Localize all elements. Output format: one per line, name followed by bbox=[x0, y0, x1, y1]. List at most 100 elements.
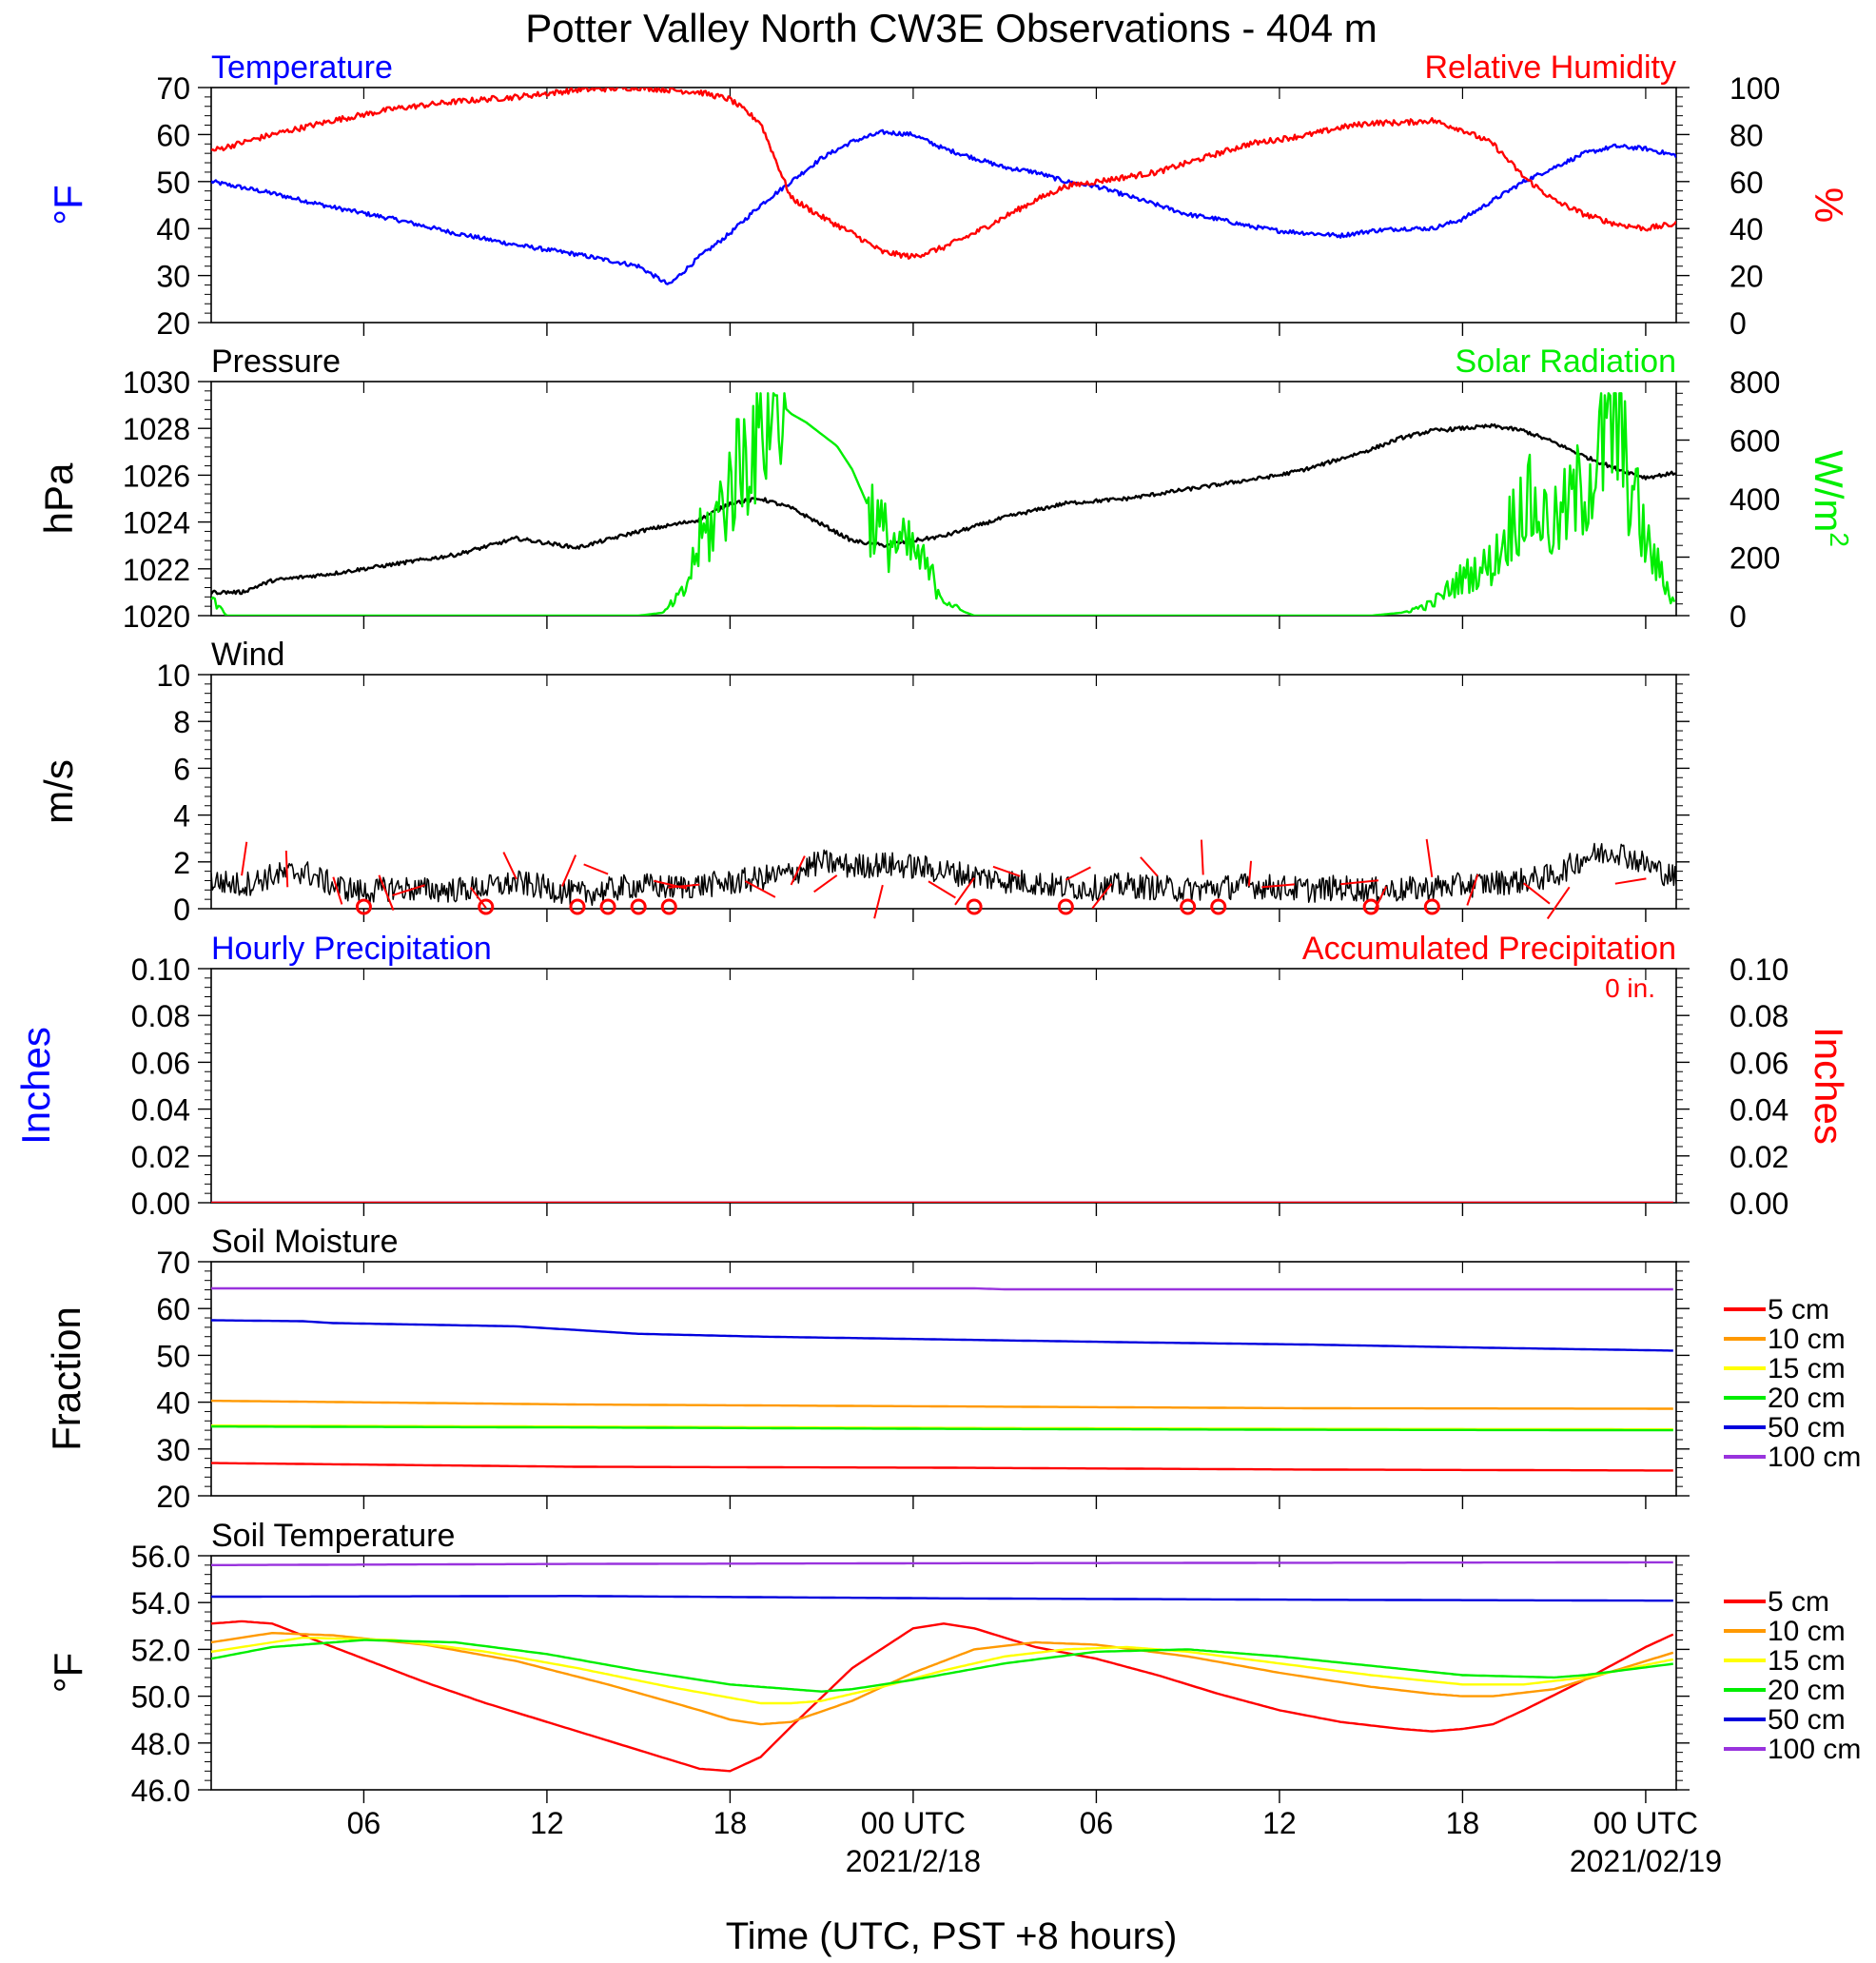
y-tick-label-right: 40 bbox=[1729, 212, 1764, 246]
y-tick-label-left: 50 bbox=[156, 166, 190, 200]
legend-label: 5 cm bbox=[1768, 1586, 1829, 1618]
y-tick-label-left: 0.08 bbox=[131, 999, 190, 1033]
y-tick-label-left: 60 bbox=[156, 118, 190, 152]
calm-wind-marker bbox=[569, 898, 586, 915]
series-line-temperature bbox=[211, 128, 1676, 285]
calm-wind-marker bbox=[478, 898, 495, 915]
y-axis-label-left: hPa bbox=[36, 462, 81, 534]
panel-wind: 0 2 4 6 8 10 Wind m/s bbox=[36, 637, 1690, 927]
wind-barbs-group bbox=[241, 838, 1647, 920]
y-tick-label-left: 1022 bbox=[123, 553, 190, 587]
y-tick-label-left: 20 bbox=[156, 1480, 190, 1514]
legend-label: 100 cm bbox=[1768, 1442, 1861, 1473]
wind-barb bbox=[1522, 882, 1551, 905]
y-axis-label-right: W/m2 bbox=[1807, 450, 1854, 547]
y-tick-label-right: 0.10 bbox=[1729, 952, 1788, 987]
series-line-10-cm bbox=[211, 1399, 1673, 1410]
y-tick-label-left: 70 bbox=[156, 1246, 190, 1280]
series-line-100-cm bbox=[211, 1286, 1673, 1291]
y-tick-label-left: 2 bbox=[173, 846, 190, 880]
y-tick-label-left: 0.04 bbox=[131, 1093, 190, 1128]
y-axis-label-right-superscript: 2 bbox=[1825, 532, 1854, 547]
series-group bbox=[211, 392, 1676, 616]
y-tick-label-left: 46.0 bbox=[131, 1774, 190, 1808]
y-axis-label-left: Fraction bbox=[44, 1306, 88, 1451]
y-tick-label-left: 40 bbox=[156, 1386, 190, 1421]
y-tick-label-right: 0.04 bbox=[1729, 1093, 1788, 1128]
wind-barb bbox=[1339, 879, 1378, 886]
panel-annotation: 0 in. bbox=[1605, 973, 1655, 1003]
wind-barb bbox=[502, 852, 518, 880]
legend-label: 20 cm bbox=[1768, 1675, 1846, 1706]
series-group bbox=[211, 1286, 1673, 1472]
y-tick-label-left: 4 bbox=[173, 799, 190, 834]
series-line-20-cm bbox=[211, 1424, 1673, 1432]
y-tick-label-left: 1030 bbox=[123, 365, 190, 400]
y-axis-label-left: Inches bbox=[13, 1027, 58, 1145]
panel-title-left: Pressure bbox=[211, 344, 341, 380]
y-tick-label-left: 0.10 bbox=[131, 952, 190, 987]
figure-title: Potter Valley North CW3E Observations - … bbox=[525, 6, 1378, 50]
panel-title-left: Soil Temperature bbox=[211, 1518, 455, 1554]
wind-barb bbox=[992, 865, 1021, 877]
wind-barb bbox=[1373, 886, 1388, 911]
y-tick-label-left: 1020 bbox=[123, 599, 190, 634]
y-axis-label-right: % bbox=[1807, 187, 1851, 223]
wind-barb bbox=[1425, 838, 1434, 877]
wind-barb bbox=[284, 850, 289, 888]
series-line-5-cm bbox=[211, 1462, 1673, 1472]
panel-soil_moisture: 20 30 40 50 60 70 Soil Moisture Fraction 5 cm10 … bbox=[44, 1224, 1861, 1514]
series-line-pressure bbox=[211, 422, 1676, 596]
wind-barb bbox=[241, 841, 248, 876]
y-tick-label-right: 400 bbox=[1729, 482, 1780, 517]
y-tick-label-left: 1026 bbox=[123, 459, 190, 493]
y-tick-label-right: 20 bbox=[1729, 260, 1764, 294]
wind-barb bbox=[1065, 866, 1091, 881]
series-group bbox=[211, 842, 1676, 907]
calm-wind-marker bbox=[1362, 898, 1379, 915]
wind-barb bbox=[928, 880, 956, 899]
calm-wind-marker bbox=[966, 898, 983, 915]
y-tick-label-right: 60 bbox=[1729, 166, 1764, 200]
series-group bbox=[211, 88, 1676, 285]
y-tick-label-right: 0 bbox=[1729, 306, 1747, 341]
wind-barb bbox=[1466, 874, 1479, 906]
wind-barb bbox=[1614, 877, 1647, 885]
panel-title-left: Soil Moisture bbox=[211, 1224, 399, 1260]
panel-title-right: Accumulated Precipitation bbox=[1302, 931, 1676, 967]
x-tick-date-label: 2021/2/18 bbox=[846, 1844, 981, 1878]
panel-pressure_solar: 1020 1022 1024 1026 1028 1030 0 200 400 600 800 Pre… bbox=[36, 344, 1854, 634]
panel-title-right: Solar Radiation bbox=[1456, 344, 1676, 380]
panel-title-left: Temperature bbox=[211, 49, 393, 86]
y-tick-label-left: 0.00 bbox=[131, 1187, 190, 1221]
calm-wind-marker bbox=[630, 898, 647, 915]
wind-barb bbox=[744, 880, 776, 898]
x-tick-label: 18 bbox=[1446, 1806, 1480, 1840]
legend-label: 50 cm bbox=[1768, 1412, 1846, 1443]
y-tick-label-right: 0.06 bbox=[1729, 1046, 1788, 1080]
legend-label: 20 cm bbox=[1768, 1383, 1846, 1414]
x-axis-label: Time (UTC, PST +8 hours) bbox=[726, 1915, 1178, 1957]
panel-title-right: Relative Humidity bbox=[1424, 49, 1676, 86]
y-axis-label-right: Inches bbox=[1807, 1027, 1851, 1145]
y-tick-label-right: 0 bbox=[1729, 599, 1747, 634]
series-line-5-cm bbox=[211, 1619, 1674, 1773]
panel-frame bbox=[210, 87, 1677, 324]
panel-precipitation: 0.00 0.02 0.04 0.06 0.08 0.10 0.00 0.02 0.04 0.06… bbox=[13, 931, 1851, 1221]
calm-wind-marker bbox=[1423, 898, 1440, 915]
x-axis: 06 12 18 00 UTC 2021/2/18 06 12 18 00 UTC 2021/02… bbox=[347, 1806, 1722, 1878]
series-line-relative-humidity bbox=[211, 88, 1676, 260]
series-line-50-cm bbox=[211, 1595, 1673, 1602]
y-tick-label-right: 0.02 bbox=[1729, 1140, 1788, 1174]
y-tick-label-right: 0.08 bbox=[1729, 999, 1788, 1033]
calm-wind-marker bbox=[1057, 898, 1074, 915]
panel-frame bbox=[210, 674, 1677, 910]
wind-barb bbox=[1140, 856, 1159, 877]
y-axis-label-left: m/s bbox=[36, 759, 81, 824]
y-tick-label-right: 800 bbox=[1729, 365, 1780, 400]
legend-label: 50 cm bbox=[1768, 1704, 1846, 1736]
series-line-15-cm bbox=[211, 1636, 1674, 1705]
